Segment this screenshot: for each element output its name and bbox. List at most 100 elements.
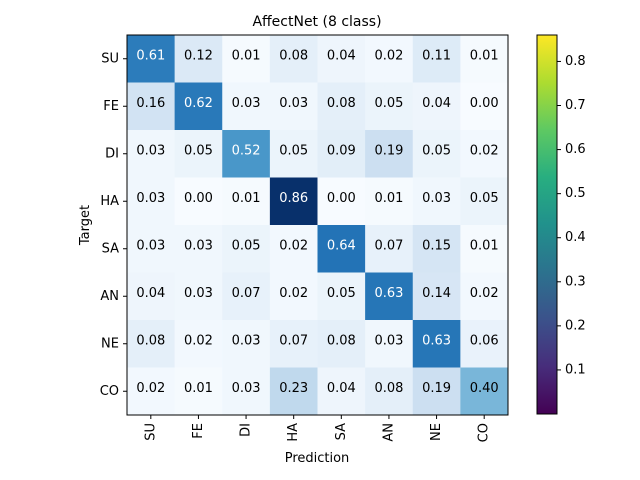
x-tick-label: FE	[191, 423, 206, 439]
heatmap-cell-di-su	[127, 130, 176, 178]
heatmap-cell-an-ne	[412, 272, 461, 321]
heatmap-cell-ha-co	[460, 177, 509, 226]
cell-value-label: 0.07	[374, 238, 403, 253]
heatmap-cell-di-ha	[269, 130, 318, 178]
y-tick-label: FE	[103, 99, 119, 114]
plot-frame	[126, 34, 509, 416]
cell-value-label: 0.11	[422, 48, 451, 63]
heatmap-cell-an-an	[365, 272, 414, 321]
x-axis-ticks: SU FE DI HA SA AN NE CO	[143, 415, 492, 442]
cell-value-label: 0.05	[374, 96, 403, 111]
cell-value-label: 0.40	[470, 381, 499, 396]
x-tick-label: AN	[381, 423, 396, 442]
cell-value-label: 0.63	[422, 333, 451, 348]
x-tick-label: DI	[239, 423, 254, 437]
heatmap-cell-di-fe	[174, 130, 223, 178]
heatmap-cell-ha-ha	[269, 177, 318, 226]
heatmap-cell-sa-ha	[269, 225, 318, 273]
heatmap-cell-co-di	[222, 367, 271, 416]
x-tick-label: HA	[286, 423, 301, 442]
heatmap-cell-sa-an	[365, 225, 414, 273]
cell-value-label: 0.00	[327, 191, 356, 206]
heatmap-cell-ha-sa	[317, 177, 366, 226]
y-tick-label: DI	[105, 146, 119, 161]
heatmap-cell-su-ha	[269, 35, 318, 83]
heatmap-cell-co-ha	[269, 367, 318, 416]
cell-value-label: 0.14	[422, 286, 451, 301]
heatmap-cell-ne-ne	[412, 320, 461, 368]
cell-value-label: 0.04	[422, 96, 451, 111]
heatmap-cell-sa-su	[127, 225, 176, 273]
colorbar-tick-label: 0.3	[565, 274, 586, 289]
cell-value-label: 0.23	[279, 381, 308, 396]
heatmap-cell-ha-fe	[174, 177, 223, 226]
cell-value-label: 0.62	[184, 96, 213, 111]
heatmap-cell-di-di	[222, 130, 271, 178]
heatmap-cell-co-an	[365, 367, 414, 416]
cell-value-label: 0.03	[422, 191, 451, 206]
heatmap-cell-su-an	[365, 35, 414, 83]
y-tick-label: SA	[102, 241, 119, 256]
cell-value-label: 0.03	[232, 381, 261, 396]
heatmap-cell-an-ha	[269, 272, 318, 321]
heatmap-cell-ne-su	[127, 320, 176, 368]
chart-title: AffectNet (8 class)	[252, 14, 381, 30]
heatmap-cell-co-co	[460, 367, 509, 416]
cell-value-label: 0.63	[374, 286, 403, 301]
heatmap-cell-ne-fe	[174, 320, 223, 368]
heatmap-cell-ne-co	[460, 320, 509, 368]
cell-value-label: 0.05	[327, 286, 356, 301]
colorbar: 0.1 0.2 0.3 0.4 0.5 0.6 0.7 0.8	[536, 34, 586, 415]
heatmap-cell-an-fe	[174, 272, 223, 321]
cell-value-label: 0.02	[470, 286, 499, 301]
heatmap-cell-ha-di	[222, 177, 271, 226]
cell-value-label: 0.03	[232, 333, 261, 348]
heatmap-cell-di-co	[460, 130, 509, 178]
cell-value-label: 0.02	[184, 333, 213, 348]
cell-value-label: 0.07	[279, 333, 308, 348]
heatmap-cell-ha-an	[365, 177, 414, 226]
x-tick-label: CO	[477, 423, 492, 442]
colorbar-tick-label: 0.6	[565, 142, 586, 157]
x-tick-label: SU	[143, 423, 158, 441]
cell-value-label: 0.04	[136, 286, 165, 301]
cell-value-label: 0.01	[184, 381, 213, 396]
cell-value-label: 0.64	[327, 238, 356, 253]
heatmap-cell-fe-an	[365, 82, 414, 131]
colorbar-frame	[536, 34, 558, 415]
heatmap-cell-ne-ha	[269, 320, 318, 368]
heatmap-cell-su-di	[222, 35, 271, 83]
cell-value-label: 0.03	[136, 238, 165, 253]
colorbar-tick-label: 0.1	[565, 362, 586, 377]
y-tick-label: CO	[100, 384, 119, 399]
heatmap-cell-co-su	[127, 367, 176, 416]
heatmap-cell-ne-sa	[317, 320, 366, 368]
heatmap-cell-an-su	[127, 272, 176, 321]
colorbar-tick-label: 0.7	[565, 98, 586, 113]
y-tick-label: AN	[100, 289, 119, 304]
cell-value-label: 0.02	[470, 143, 499, 158]
heatmap-cell-ne-an	[365, 320, 414, 368]
x-tick-label: NE	[429, 423, 444, 441]
cell-value-label: 0.19	[422, 381, 451, 396]
cell-value-label: 0.08	[279, 48, 308, 63]
heatmap-cell-su-su	[127, 35, 176, 83]
x-axis-label: Prediction	[285, 451, 350, 466]
x-tick-label: SA	[334, 423, 349, 440]
cell-value-label: 0.05	[232, 238, 261, 253]
heatmap-cell-su-ne	[412, 35, 461, 83]
cell-value-label: 0.02	[374, 48, 403, 63]
heatmap-cell-sa-co	[460, 225, 509, 273]
y-axis-label: Target	[78, 205, 93, 246]
cell-value-label: 0.08	[327, 333, 356, 348]
cell-value-label: 0.08	[374, 381, 403, 396]
y-tick-label: SU	[101, 51, 119, 66]
cell-value-label: 0.00	[470, 96, 499, 111]
heatmap-cell-an-co	[460, 272, 509, 321]
heatmap-cell-an-di	[222, 272, 271, 321]
heatmap-cell-sa-ne	[412, 225, 461, 273]
colorbar-gradient	[537, 35, 557, 414]
heatmap-cell-co-sa	[317, 367, 366, 416]
heatmap-cell-su-sa	[317, 35, 366, 83]
